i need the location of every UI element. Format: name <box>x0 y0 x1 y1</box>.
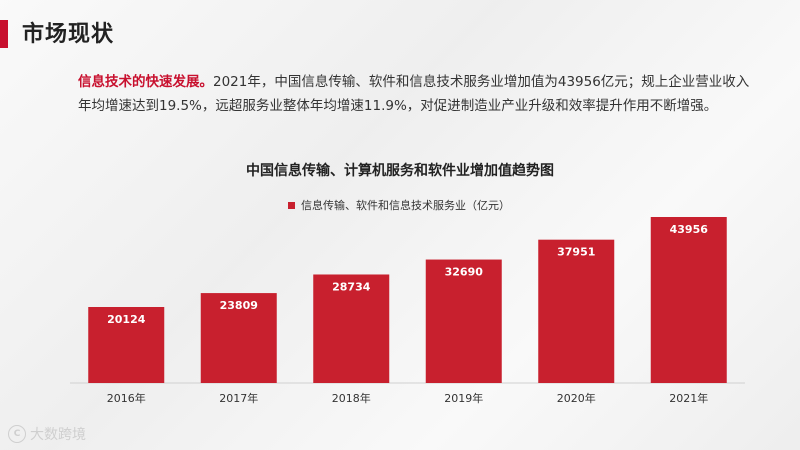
intro-lead: 信息技术的快速发展。 <box>78 74 213 90</box>
watermark: C 大数跨境 <box>8 424 86 444</box>
legend-swatch <box>288 201 295 209</box>
data-label-2: 28734 <box>332 280 371 293</box>
x-tick-label-2: 2018年 <box>332 391 371 405</box>
data-label-1: 23809 <box>220 299 258 312</box>
x-tick-label-3: 2019年 <box>444 391 483 405</box>
bar-4 <box>538 239 615 383</box>
bar-3 <box>425 259 502 383</box>
page-title: 市场现状 <box>22 22 115 47</box>
x-tick-label-1: 2017年 <box>219 391 258 405</box>
legend-label: 信息传输、软件和信息技术服务业（亿元） <box>301 199 510 212</box>
chart-legend: 信息传输、软件和信息技术服务业（亿元） <box>288 197 510 213</box>
data-label-3: 32690 <box>445 266 484 279</box>
intro-body: 2021年，中国信息传输、软件和信息技术服务业增加值为43956亿元；规上企业营… <box>78 74 750 114</box>
bar-1 <box>200 293 277 383</box>
bar-2 <box>313 274 390 383</box>
x-tick-label-4: 2020年 <box>557 391 596 405</box>
chart-title: 中国信息传输、计算机服务和软件业增加值趋势图 <box>246 163 554 179</box>
x-tick-label-0: 2016年 <box>107 391 146 405</box>
bar-5 <box>650 217 727 383</box>
x-tick-label-5: 2021年 <box>669 391 708 405</box>
data-label-4: 37951 <box>557 246 595 259</box>
intro-paragraph: 信息技术的快速发展。2021年，中国信息传输、软件和信息技术服务业增加值为439… <box>78 70 758 118</box>
data-label-0: 20124 <box>107 313 146 326</box>
title-accent-bar <box>0 20 8 48</box>
watermark-text: 大数跨境 <box>30 427 86 443</box>
data-label-5: 43956 <box>670 223 709 236</box>
bar-0 <box>88 307 165 383</box>
watermark-logo-icon: C <box>8 425 26 443</box>
